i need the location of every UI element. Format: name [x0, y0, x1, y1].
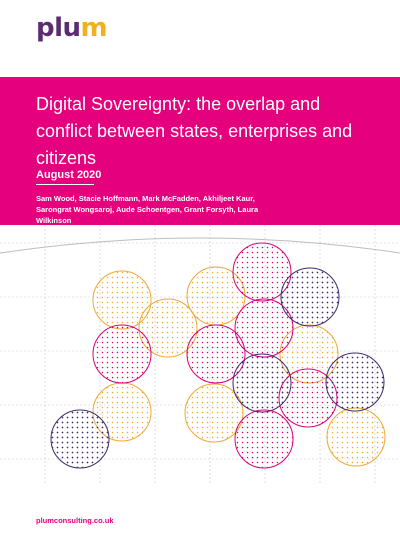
divider-line [36, 184, 94, 185]
logo-accent-letter: m [80, 13, 108, 43]
horizon-curve [0, 237, 400, 254]
circle-cluster [50, 242, 386, 469]
logo-main-letters: plu [36, 13, 81, 43]
report-title: Digital Sovereignty: the overlap and con… [36, 94, 353, 168]
report-date: August 2020 [36, 169, 102, 181]
author-list: Sam Wood, Stacie Hoffmann, Mark McFadden… [36, 194, 259, 225]
overlapping-circles-artwork [0, 225, 400, 485]
website-url[interactable]: plumconsulting.co.uk [36, 516, 114, 525]
logo-text: plum [36, 13, 108, 43]
title-banner: Digital Sovereignty: the overlap and con… [0, 77, 400, 225]
plum-logo: plum [36, 8, 108, 48]
